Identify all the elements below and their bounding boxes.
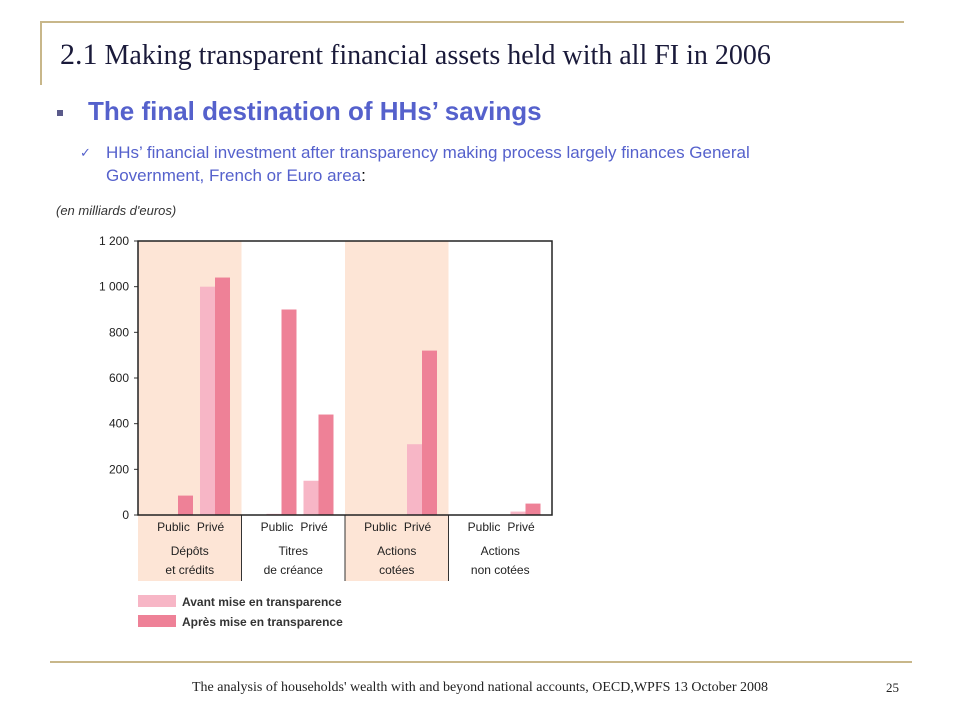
y-tick-label: 400 (109, 417, 129, 431)
bar-before (200, 286, 215, 515)
legend-label: Avant mise en transparence (182, 595, 342, 609)
x-group-label: et crédits (165, 563, 214, 577)
x-subcategory-label: Public (364, 520, 397, 534)
x-subcategory-label: Public (261, 520, 294, 534)
bar-after (422, 350, 437, 515)
x-group-label: Actions (481, 544, 520, 558)
legend-swatch (138, 615, 176, 627)
legend-label: Après mise en transparence (182, 615, 343, 629)
bar-after (215, 277, 230, 515)
y-tick-label: 800 (109, 325, 129, 339)
legend-swatch (138, 595, 176, 607)
bar-before (510, 511, 526, 515)
x-subcategory-label: Privé (197, 520, 225, 534)
y-tick-label: 1 200 (99, 234, 129, 248)
x-group-label: non cotées (471, 563, 530, 577)
y-tick-label: 0 (122, 508, 129, 522)
x-subcategory-label: Public (157, 520, 190, 534)
x-subcategory-label: Privé (507, 520, 535, 534)
frame-bottom-line (50, 661, 912, 663)
x-group-label: cotées (379, 563, 414, 577)
y-tick-label: 1 000 (99, 280, 129, 294)
bar-after (318, 414, 334, 515)
slide-title: 2.1 Making transparent financial assets … (60, 38, 771, 72)
bar-chart-svg: (en milliards d'euros) Public Privé Dépôts e… (56, 203, 553, 629)
frame-left-line (40, 21, 42, 85)
x-group-label: Actions (377, 544, 416, 558)
bar-before (303, 480, 319, 515)
x-subcategory-label: Privé (404, 520, 432, 534)
bar-after (178, 495, 193, 515)
bar-after (281, 309, 297, 515)
slide-title-text: Making transparent financial assets held… (104, 40, 771, 71)
body-text-main: HHs’ financial investment after transpar… (106, 143, 750, 185)
x-group-label: Titres (278, 544, 308, 558)
body-text-colon: : (361, 166, 366, 185)
slide-title-number: 2.1 (60, 38, 98, 71)
unit-label: (en milliards d'euros) (56, 203, 176, 218)
subheading: The final destination of HHs’ savings (88, 96, 542, 126)
group-label-band (345, 515, 449, 581)
bar-before (407, 444, 422, 515)
body-text: HHs’ financial investment after transpar… (106, 141, 846, 187)
footer-text: The analysis of households' wealth with … (191, 680, 769, 695)
x-subcategory-label: Public (468, 520, 501, 534)
bar-after (525, 503, 541, 515)
y-tick-label: 200 (109, 462, 129, 476)
y-tick-label: 600 (109, 371, 129, 385)
square-bullet-icon (57, 110, 63, 116)
frame-top-line (40, 21, 904, 23)
bar-chart: (en milliards d'euros) Public Privé Dépôts e… (50, 198, 580, 658)
group-label-band (138, 515, 242, 581)
x-group-label: de créance (264, 563, 324, 577)
x-group-label: Dépôts (171, 544, 209, 558)
x-subcategory-label: Privé (300, 520, 328, 534)
check-bullet-icon: ✓ (80, 146, 91, 161)
plot-frame (137, 240, 553, 516)
page-number: 25 (886, 680, 899, 695)
